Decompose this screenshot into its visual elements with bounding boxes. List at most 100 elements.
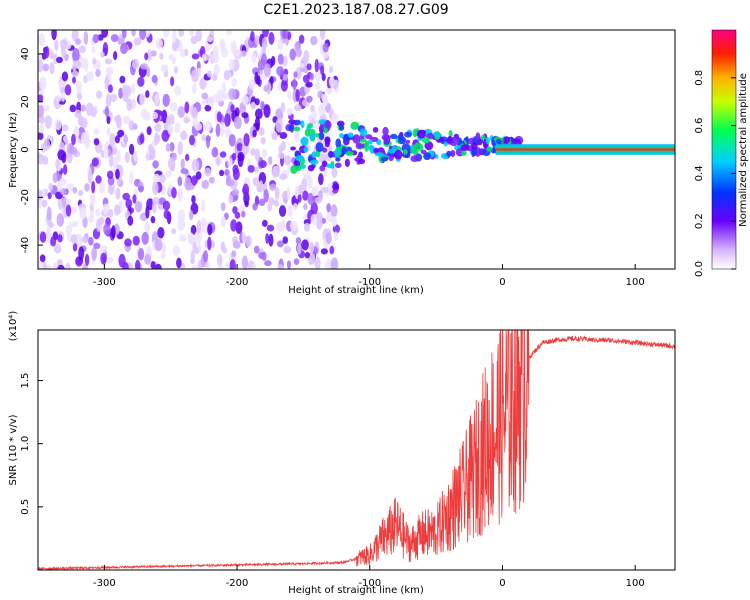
spectrogram-noise-cell — [256, 75, 261, 86]
spectrogram-noise-cell — [66, 183, 74, 192]
spectrogram-noise-cell — [150, 215, 156, 224]
spectrogram-noise-cell — [137, 76, 145, 87]
spectrogram-noise-cell — [38, 260, 43, 269]
spectrogram-y-tick-label: -40 — [20, 237, 31, 253]
spectrogram-signal-cell — [300, 136, 309, 146]
spectrogram-noise-cell — [127, 215, 134, 226]
spectrogram-noise-cell — [92, 33, 100, 44]
spectrogram-noise-cell — [146, 126, 152, 136]
spectrogram-noise-cell — [231, 152, 237, 161]
spectrogram-noise-cell — [52, 172, 58, 184]
spectrogram-noise-cell — [253, 245, 260, 254]
spectrogram-signal-cell — [309, 159, 319, 165]
spectrogram-noise-cell — [110, 34, 119, 42]
spectrogram-noise-cell — [46, 229, 52, 243]
spectrogram-signal-cell — [434, 132, 442, 138]
spectrogram-noise-cell — [103, 223, 111, 236]
spectrogram-noise-cell — [258, 127, 265, 137]
spectrogram-noise-cell — [92, 57, 97, 65]
spectrogram-noise-cell — [39, 76, 47, 91]
spectrogram-noise-cell — [180, 158, 185, 170]
spectrogram-noise-cell — [269, 76, 274, 85]
spectrogram-noise-cell — [331, 215, 337, 227]
spectrogram-noise-cell — [72, 47, 80, 62]
spectrogram-noise-cell — [122, 192, 131, 201]
spectrogram-signal-cell — [387, 148, 396, 154]
spectrogram-signal-cell — [496, 138, 502, 145]
spectrogram-noise-cell — [61, 71, 69, 82]
spectrogram-noise-cell — [319, 30, 326, 41]
spectrogram-noise-cell — [144, 221, 151, 234]
spectrogram-noise-cell — [165, 170, 172, 178]
spectrogram-noise-cell — [232, 188, 240, 196]
spectrogram-noise-cell — [123, 134, 128, 144]
spectrogram-noise-cell — [259, 73, 267, 81]
spectrogram-noise-cell — [65, 262, 71, 269]
spectrogram-noise-cell — [293, 71, 298, 79]
spectrogram-noise-cell — [145, 205, 150, 219]
spectrogram-noise-cell — [155, 38, 164, 50]
colorbar-ticks: 0.0 0.2 0.4 0.6 0.8 — [694, 70, 736, 277]
spectrogram-noise-cell — [293, 258, 300, 266]
spectrogram-signal-cell — [446, 150, 452, 157]
spectrogram-noise-cell — [281, 30, 289, 40]
spectrogram-noise-cell — [107, 84, 113, 93]
spectrogram-noise-cell — [199, 77, 207, 90]
spectrogram-noise-cell — [295, 88, 300, 102]
spectrogram-noise-cell — [220, 202, 226, 212]
spectrogram-noise-cell — [93, 138, 100, 146]
spectrogram-noise-cell — [188, 134, 195, 146]
spectrogram-noise-cell — [56, 56, 64, 64]
spectrogram-noise-cell — [264, 260, 272, 267]
spectrogram-noise-cell — [241, 112, 249, 119]
spectrogram-noise-cell — [278, 144, 283, 154]
spectrogram-noise-cell — [118, 87, 124, 99]
spectrogram-noise-cell — [293, 104, 302, 112]
spectrogram-noise-cell — [149, 148, 156, 161]
spectrogram-noise-cell — [154, 238, 163, 252]
spectrogram-noise-cell — [168, 54, 175, 61]
spectrogram-noise-cell — [331, 112, 339, 125]
spectrogram-noise-cell — [39, 254, 46, 263]
spectrogram-noise-cell — [93, 128, 100, 135]
spectrogram-noise-cell — [283, 155, 292, 166]
spectrogram-signal-cell — [471, 146, 478, 157]
spectrogram-noise-cell — [292, 203, 298, 211]
spectrogram-noise-cell — [139, 30, 147, 40]
spectrogram-noise-cell — [276, 65, 285, 77]
spectrogram-noise-cell — [190, 257, 195, 265]
spectrogram-signal-cell — [364, 142, 369, 152]
spectrogram-noise-cell — [303, 203, 308, 211]
spectrogram-noise-cell — [146, 66, 151, 78]
spectrogram-noise-cell — [139, 133, 145, 144]
colorbar-tick-label: 0.6 — [694, 118, 705, 134]
spectrogram-noise-cell — [177, 209, 186, 222]
snr-y-label: SNR (10 * v/v) — [8, 414, 19, 485]
spectrogram-noise-cell — [125, 198, 133, 209]
spectrogram-noise-cell — [280, 102, 286, 114]
spectrogram-noise-cell — [151, 74, 158, 84]
spectrogram-signal-cell — [471, 142, 478, 150]
spectrogram-noise-cell — [100, 245, 108, 252]
spectrogram-y-label: Frequency (Hz) — [8, 112, 19, 188]
spectrogram-noise-cell — [201, 134, 207, 141]
spectrogram-noise-cell — [268, 233, 274, 247]
snr-line — [38, 330, 675, 570]
spectrogram-noise-cell — [233, 116, 242, 130]
spectrogram-noise-cell — [39, 231, 47, 243]
spectrogram-noise-cell — [55, 158, 60, 170]
spectrogram-noise-cell — [301, 239, 309, 251]
figure-title: C2E1.2023.187.08.27.G09 — [263, 2, 448, 18]
spectrogram-noise-cell — [66, 198, 72, 206]
spectrogram-noise-cell — [140, 63, 148, 70]
spectrogram-x-label: Height of straight line (km) — [288, 285, 424, 296]
spectrogram-noise-cell — [114, 204, 121, 216]
spectrogram-noise-cell — [133, 150, 138, 163]
spectrogram-noise-cell — [254, 116, 261, 130]
spectrogram-noise-cell — [137, 248, 145, 261]
spectrogram-noise-cell — [216, 111, 222, 123]
spectrogram-noise-cell — [95, 90, 103, 99]
spectrogram-signal-cell — [485, 137, 490, 145]
spectrogram-noise-cell — [277, 53, 284, 65]
spectrogram-noise-cell — [163, 30, 170, 38]
